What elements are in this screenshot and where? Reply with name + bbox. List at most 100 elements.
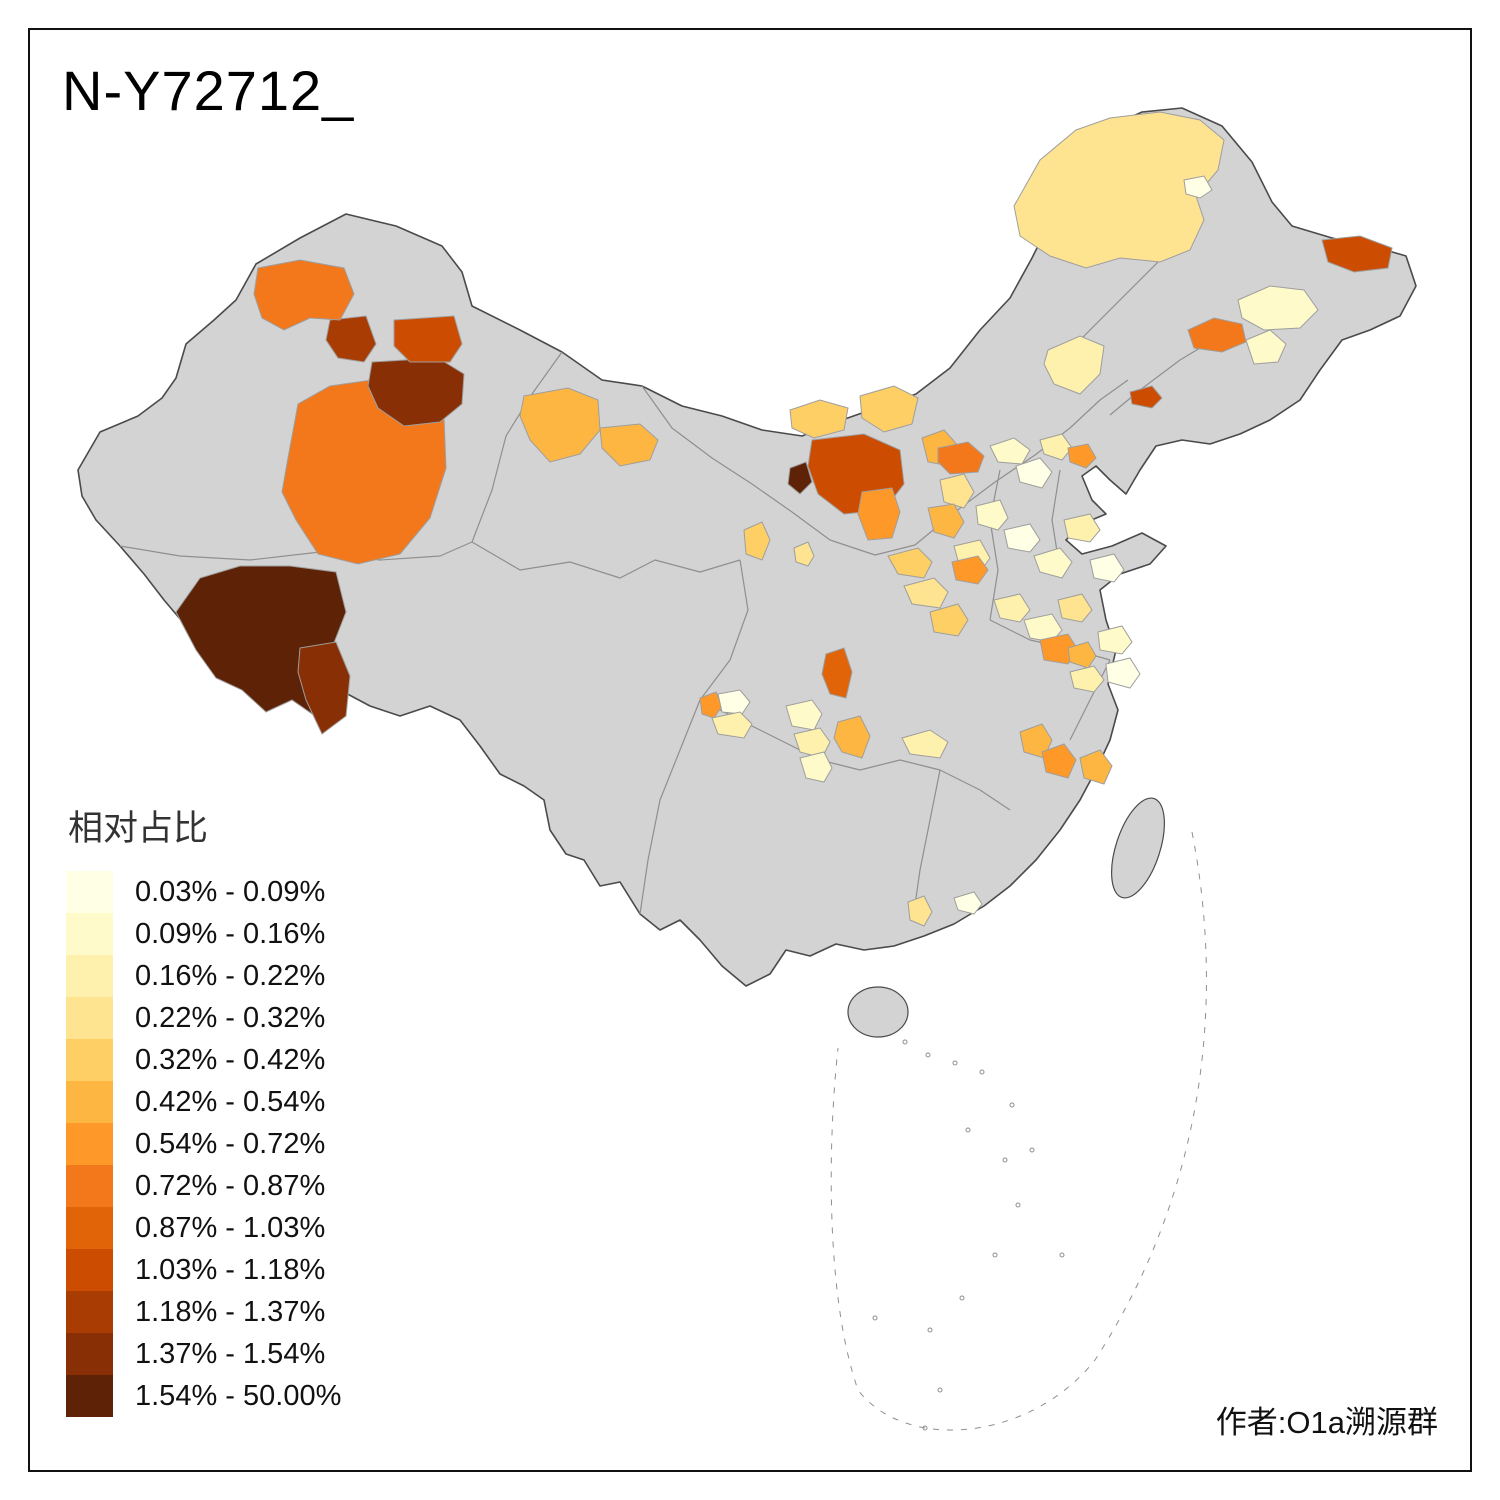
map-region: [393, 315, 463, 363]
map-region: [1043, 335, 1105, 395]
legend-swatch: [66, 1333, 113, 1375]
legend-swatch: [66, 955, 113, 997]
map-region: [975, 499, 1009, 531]
legend-row: 0.54% - 0.72%: [66, 1123, 341, 1165]
islet: [1015, 1202, 1021, 1208]
islet: [952, 1060, 958, 1066]
islet: [1029, 1147, 1035, 1153]
legend-label: 0.72% - 0.87%: [135, 1169, 326, 1202]
legend-label: 1.18% - 1.37%: [135, 1295, 326, 1328]
legend-label: 1.54% - 50.00%: [135, 1379, 342, 1412]
islet: [937, 1387, 943, 1393]
map-region: [929, 603, 969, 637]
legend-swatch: [66, 1207, 113, 1249]
map-region: [325, 315, 377, 363]
map-region: [1019, 723, 1053, 759]
legend-swatch: [66, 1249, 113, 1291]
map-region: [297, 641, 351, 735]
map-region: [993, 593, 1031, 623]
map-region: [859, 385, 919, 433]
legend-swatch: [66, 997, 113, 1039]
islet: [1059, 1252, 1065, 1258]
legend-label: 0.54% - 0.72%: [135, 1127, 326, 1160]
hainan-island: [847, 986, 909, 1038]
map-region: [699, 691, 723, 719]
map-region: [901, 729, 949, 759]
map-region: [1129, 385, 1163, 409]
map-region: [1015, 457, 1053, 489]
province-border: [639, 559, 749, 915]
province-border: [699, 699, 861, 771]
map-region: [821, 647, 853, 699]
legend-swatch-list: 0.03% - 0.09% 0.09% - 0.16% 0.16% - 0.22% 0…: [66, 871, 341, 1417]
map-region: [367, 357, 465, 427]
islet: [965, 1127, 971, 1133]
islet: [992, 1252, 998, 1258]
legend-row: 0.72% - 0.87%: [66, 1165, 341, 1207]
map-region: [519, 387, 601, 463]
map-region: [787, 461, 813, 495]
map-region: [1033, 547, 1073, 579]
legend-row: 0.87% - 1.03%: [66, 1207, 341, 1249]
legend-row: 0.32% - 0.42%: [66, 1039, 341, 1081]
legend-row: 1.03% - 1.18%: [66, 1249, 341, 1291]
map-region: [937, 441, 985, 475]
province-border: [641, 385, 831, 541]
map-region: [1187, 317, 1247, 353]
map-region: [1105, 657, 1141, 689]
legend-row: 0.42% - 0.54%: [66, 1081, 341, 1123]
map-region: [1063, 513, 1101, 543]
legend-label: 0.22% - 0.32%: [135, 1001, 326, 1034]
islet: [872, 1315, 878, 1321]
legend-row: 1.37% - 1.54%: [66, 1333, 341, 1375]
legend: 相对占比 0.03% - 0.09% 0.09% - 0.16% 0.16% - 0…: [66, 800, 341, 1417]
map-region: [1069, 665, 1105, 693]
legend-row: 1.54% - 50.00%: [66, 1375, 341, 1417]
legend-label: 0.09% - 0.16%: [135, 917, 326, 950]
legend-label: 0.42% - 0.54%: [135, 1085, 326, 1118]
legend-title: 相对占比: [68, 809, 209, 848]
map-region: [951, 555, 989, 585]
province-border: [989, 469, 1001, 621]
map-region: [789, 399, 849, 439]
map-region: [1183, 175, 1213, 199]
map-region: [711, 711, 753, 739]
map-region: [953, 891, 983, 915]
legend-label: 0.16% - 0.22%: [135, 959, 326, 992]
map-region: [785, 699, 823, 731]
map-region: [793, 727, 831, 759]
map-region: [799, 751, 833, 783]
map-region: [253, 259, 355, 331]
sea-islets: [872, 1039, 1065, 1431]
legend-swatch: [66, 1081, 113, 1123]
province-borders: [119, 259, 1231, 915]
islet: [1009, 1102, 1015, 1108]
islet: [1002, 1157, 1008, 1163]
map-region: [1097, 625, 1133, 655]
author-credit: 作者:O1a溯源群: [1215, 1405, 1438, 1440]
province-border: [914, 769, 941, 906]
islet: [959, 1295, 965, 1301]
province-border: [829, 379, 1129, 556]
map-region: [1041, 743, 1077, 779]
map-region: [887, 547, 933, 579]
map-region: [939, 473, 975, 509]
province-border: [471, 351, 563, 543]
legend-swatch: [66, 913, 113, 955]
legend-swatch: [66, 1123, 113, 1165]
legend-swatch: [66, 1375, 113, 1417]
map-region: [857, 487, 901, 541]
legend-label: 0.03% - 0.09%: [135, 875, 326, 908]
map-region: [1057, 593, 1093, 623]
legend-row: 0.22% - 0.32%: [66, 997, 341, 1039]
legend-swatch: [66, 871, 113, 913]
map-region: [1067, 641, 1097, 669]
map-region: [743, 521, 771, 561]
legend-label: 0.32% - 0.42%: [135, 1043, 326, 1076]
legend-label: 1.37% - 1.54%: [135, 1337, 326, 1370]
map-region: [833, 715, 871, 759]
page-title: N-Y72712_: [62, 59, 355, 122]
islet: [902, 1039, 908, 1045]
map-region: [1237, 285, 1319, 331]
